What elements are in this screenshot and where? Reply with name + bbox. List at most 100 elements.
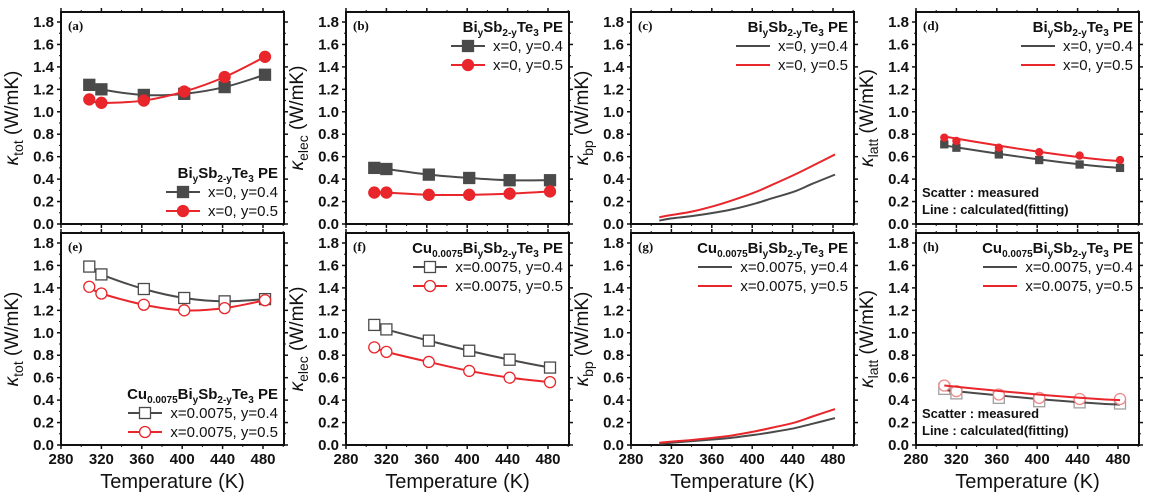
data-point-square: [463, 171, 476, 185]
data-point-square: [95, 83, 108, 96]
y-tick-label: 0.6: [888, 149, 909, 166]
data-point-circle: [463, 364, 476, 378]
plot-frame: [345, 11, 570, 225]
x-tick-label: 280: [48, 451, 73, 468]
legend-title-part: Bi: [178, 165, 193, 182]
series-y05: [83, 280, 272, 317]
y-axis: 0.0 0.2 0.4 0.6 0.8 1.0 1.2 1.4 1.6 1.8: [318, 235, 573, 454]
data-point-square: [503, 353, 516, 366]
y-tick-label: 1.6: [603, 257, 624, 274]
legend: BiySb2-yTe3 PEx=0, y=0.4x=0, y=0.5: [166, 165, 278, 220]
y-title-unit: (W/mK): [857, 69, 878, 139]
legend: BiySb2-yTe3 PEx=0, y=0.4x=0, y=0.5: [736, 19, 848, 74]
y-axis: 0.0 0.2 0.4 0.6 0.8 1.0 1.2 1.4 1.6 1.8: [603, 235, 858, 454]
legend: Cu0.0075BiySb2-yTe3 PEx=0.0075, y=0.4x=0…: [982, 240, 1133, 295]
legend-title-part: PE: [1109, 19, 1133, 36]
y-tick-label: 0.0: [318, 437, 339, 454]
annotation-note: Line : calculated(fitting): [922, 202, 1069, 217]
legend-title-subscript: 3: [1103, 249, 1109, 260]
x-axis: [915, 8, 1139, 228]
y-tick-label: 1.0: [33, 325, 54, 342]
data-point-circle: [503, 187, 516, 200]
y-axis: 0.0 0.2 0.4 0.6 0.8 1.0 1.2 1.4 1.6 1.8: [888, 14, 1143, 233]
panel-label: (a): [68, 18, 83, 33]
panel-c: 0.0 0.2 0.4 0.6 0.8 1.0 1.2 1.4 1.6 1.8 κbp (W/mK)…: [572, 8, 858, 233]
legend-title: Cu0.0075BiySb2-yTe3 PE: [412, 240, 563, 260]
legend-title-subscript: 2-y: [1072, 28, 1087, 39]
legend-title-part: Te: [1087, 240, 1103, 257]
legend-title: Cu0.0075BiySb2-yTe3 PE: [982, 240, 1133, 260]
legend-title-subscript: 2-y: [787, 249, 802, 260]
legend-entry-label: x=0.0075, y=0.5: [740, 278, 848, 295]
legend-title-subscript: 0.0075: [432, 249, 463, 260]
data-point-square: [543, 361, 557, 374]
legend-title-part: Bi: [178, 386, 193, 403]
y-tick-label: 1.6: [888, 36, 909, 53]
legend-title-part: PE: [824, 240, 848, 257]
data-point-circle: [218, 301, 231, 315]
data-point-circle: [422, 188, 435, 201]
legend-title-subscript: 3: [248, 174, 254, 185]
y-title-unit: (W/mK): [287, 287, 308, 357]
series-y04: [83, 68, 272, 102]
y-tick-label: 1.2: [33, 302, 54, 319]
y-tick-label: 1.6: [318, 36, 339, 53]
legend-entry-label: x=0.0075, y=0.5: [1025, 278, 1133, 295]
y-tick-label: 0.8: [33, 126, 54, 143]
legend-title-subscript: y: [193, 395, 199, 406]
series-y05: [368, 341, 557, 389]
data-point-square: [503, 174, 516, 187]
x-tick-label: 480: [250, 451, 275, 468]
data-point-square: [137, 282, 150, 296]
y-tick-label: 0.6: [318, 370, 339, 387]
legend-entry-label: x=0, y=0.4: [208, 184, 278, 201]
y-tick-label: 1.8: [888, 235, 909, 252]
data-point-square: [95, 268, 108, 281]
y-tick-label: 1.0: [318, 104, 339, 121]
data-point-square: [83, 260, 96, 273]
y-axis-title: κtot (W/mK): [2, 292, 26, 387]
series-line: [88, 285, 266, 312]
y-tick-label: 1.4: [888, 59, 910, 76]
series-y05: [659, 408, 836, 444]
legend: BiySb2-yTe3 PEx=0, y=0.4x=0, y=0.5: [1021, 19, 1133, 74]
data-point-circle: [380, 186, 393, 199]
legend-title-part: Bi: [1033, 19, 1048, 36]
y-title-symbol: κ: [857, 156, 878, 167]
data-point-square: [176, 185, 190, 199]
y-title-unit: (W/mK): [857, 290, 878, 360]
y-title-subscript: bp: [580, 361, 596, 377]
x-tick-label: 400: [1025, 451, 1050, 468]
y-tick-label: 0.0: [888, 216, 909, 233]
x-tick-label: 320: [89, 451, 114, 468]
legend-title-subscript: y: [763, 28, 769, 39]
y-tick-label: 0.8: [318, 126, 339, 143]
legend-entry-label: x=0.0075, y=0.4: [740, 259, 848, 276]
y-tick-label: 1.6: [318, 257, 339, 274]
legend-entry-label: x=0, y=0.5: [493, 57, 563, 74]
x-axis: [630, 8, 854, 228]
legend-title-part: Te: [232, 165, 248, 182]
y-tick-label: 0.8: [318, 347, 339, 364]
panel-e: 0.0 0.2 0.4 0.6 0.8 1.0 1.2 1.4 1.6 1.8 280 320 360 4…: [2, 229, 288, 493]
legend-title-subscript: 2-y: [217, 395, 232, 406]
y-tick-label: 0.8: [33, 347, 54, 364]
plot-frame: [630, 11, 855, 225]
legend: BiySb2-yTe3 PEx=0, y=0.4x=0, y=0.5: [451, 19, 563, 74]
legend-title-part: PE: [824, 19, 848, 36]
legend-title-part: Te: [517, 240, 533, 257]
annotation-note: Scatter : measured: [922, 406, 1039, 421]
series-y04: [940, 140, 1125, 173]
data-point-circle: [543, 376, 557, 389]
x-tick-label: 440: [1065, 451, 1090, 468]
y-title-subscript: latt: [865, 360, 881, 379]
series-y04: [83, 260, 272, 308]
y-title-unit: (W/mK): [572, 71, 593, 141]
y-tick-label: 0.6: [888, 370, 909, 387]
x-tick-label: 480: [1105, 451, 1130, 468]
y-tick-label: 0.4: [318, 392, 340, 409]
x-tick-label: 480: [535, 451, 560, 468]
panel-a: 0.0 0.2 0.4 0.6 0.8 1.0 1.2 1.4 1.6 1.8 κtot (W/mK…: [2, 8, 288, 233]
y-axis: 0.0 0.2 0.4 0.6 0.8 1.0 1.2 1.4 1.6 1.8: [603, 14, 858, 233]
